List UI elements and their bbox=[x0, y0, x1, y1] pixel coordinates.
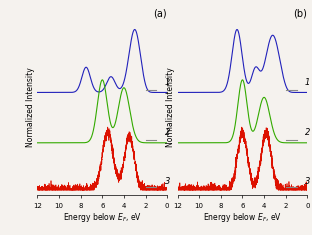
Text: 1: 1 bbox=[305, 78, 310, 87]
Text: 3: 3 bbox=[305, 177, 310, 186]
Text: 2: 2 bbox=[305, 128, 310, 137]
Text: (b): (b) bbox=[294, 8, 307, 18]
Y-axis label: Normalized Intensity: Normalized Intensity bbox=[166, 67, 175, 147]
Text: 1: 1 bbox=[164, 78, 170, 87]
Text: (a): (a) bbox=[154, 8, 167, 18]
Text: 3: 3 bbox=[164, 177, 170, 186]
Y-axis label: Normalized Intensity: Normalized Intensity bbox=[26, 67, 35, 147]
X-axis label: Energy below $E_F$, eV: Energy below $E_F$, eV bbox=[203, 212, 282, 224]
X-axis label: Energy below $E_F$, eV: Energy below $E_F$, eV bbox=[63, 212, 142, 224]
Text: 2: 2 bbox=[164, 128, 170, 137]
